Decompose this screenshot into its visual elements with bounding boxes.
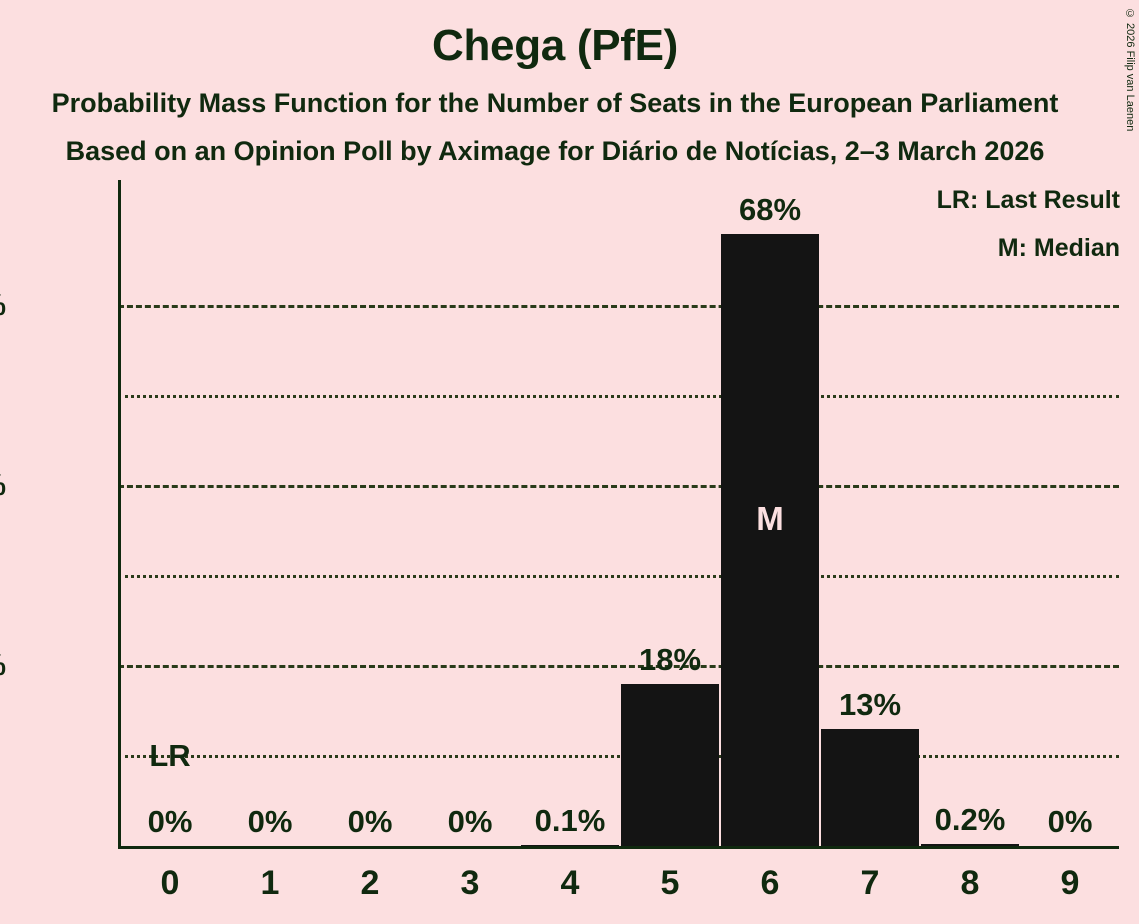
bar-slot-8: 0.2% bbox=[920, 177, 1020, 846]
x-axis-tick-5: 5 bbox=[660, 864, 680, 902]
gridline-minor-10 bbox=[118, 755, 1119, 758]
bar-value-label-7: 13% bbox=[838, 687, 902, 722]
plot-area: 0% LR 0% 0% 0% 0.1% 18% 68% M 13% 0.2% 0% bbox=[118, 180, 1119, 849]
legend-median: M: Median bbox=[997, 234, 1120, 262]
bar-6[interactable] bbox=[721, 234, 819, 846]
bar-slot-9: 0% bbox=[1020, 177, 1120, 846]
bar-value-label-9: 0% bbox=[1047, 804, 1093, 839]
y-axis-tick-60: 60% bbox=[0, 289, 6, 323]
bar-value-label-0: 0% bbox=[147, 804, 193, 839]
x-axis-line bbox=[118, 846, 1119, 849]
bar-slot-6: 68% M bbox=[720, 177, 820, 846]
gridline-major-60 bbox=[118, 305, 1119, 308]
gridline-minor-50 bbox=[118, 395, 1119, 398]
x-axis-tick-7: 7 bbox=[860, 864, 880, 902]
bar-value-label-8: 0.2% bbox=[934, 802, 1006, 837]
y-axis-tick-40: 40% bbox=[0, 469, 6, 503]
chart-subtitle-primary: Probability Mass Function for the Number… bbox=[51, 88, 1059, 118]
gridline-major-20 bbox=[118, 665, 1119, 668]
bar-slot-7: 13% bbox=[820, 177, 920, 846]
x-axis-tick-9: 9 bbox=[1060, 864, 1080, 902]
copyright-notice: © 2026 Filip van Laenen bbox=[1124, 8, 1136, 132]
y-axis-line bbox=[118, 180, 121, 849]
x-axis-tick-3: 3 bbox=[460, 864, 480, 902]
gridline-minor-30 bbox=[118, 575, 1119, 578]
bar-value-label-6: 68% bbox=[738, 192, 802, 227]
last-result-marker: LR bbox=[149, 738, 191, 773]
bar-5[interactable] bbox=[621, 684, 719, 846]
chart-subtitle-secondary: Based on an Opinion Poll by Aximage for … bbox=[65, 136, 1045, 166]
bar-slot-1: 0% bbox=[220, 177, 320, 846]
bar-slot-3: 0% bbox=[420, 177, 520, 846]
legend-last-result: LR: Last Result bbox=[936, 186, 1120, 214]
page-title: Chega (PfE) bbox=[431, 21, 679, 70]
bar-4[interactable] bbox=[521, 845, 619, 846]
bar-slot-5: 18% bbox=[620, 177, 720, 846]
bar-8[interactable] bbox=[921, 844, 1019, 846]
bar-slot-4: 0.1% bbox=[520, 177, 620, 846]
bar-slot-0: 0% LR bbox=[120, 177, 220, 846]
x-axis-tick-8: 8 bbox=[960, 864, 980, 902]
x-axis-tick-1: 1 bbox=[260, 864, 280, 902]
x-axis-tick-4: 4 bbox=[560, 864, 580, 902]
bar-slot-2: 0% bbox=[320, 177, 420, 846]
median-marker: M bbox=[756, 500, 784, 537]
x-axis-tick-6: 6 bbox=[760, 864, 780, 902]
x-axis-tick-0: 0 bbox=[160, 864, 180, 902]
y-axis-tick-20: 20% bbox=[0, 649, 6, 683]
gridline-major-40 bbox=[118, 485, 1119, 488]
bar-value-label-4: 0.1% bbox=[534, 803, 606, 838]
bar-7[interactable] bbox=[821, 729, 919, 846]
bar-value-label-3: 0% bbox=[447, 804, 493, 839]
bar-value-label-2: 0% bbox=[347, 804, 393, 839]
bar-value-label-1: 0% bbox=[247, 804, 293, 839]
bar-value-label-5: 18% bbox=[638, 642, 702, 677]
x-axis-tick-2: 2 bbox=[360, 864, 380, 902]
